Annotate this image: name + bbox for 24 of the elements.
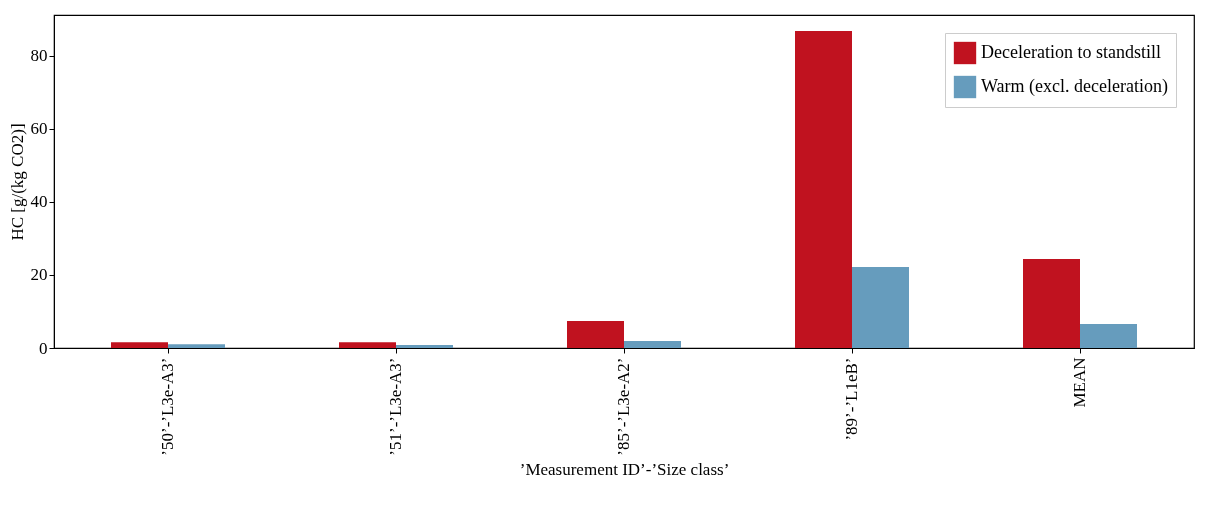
bar <box>567 320 624 348</box>
x-tick-label: ’89’-’L1eB’ <box>842 357 861 441</box>
x-tick-label: MEAN <box>1070 357 1089 408</box>
bar <box>111 342 168 348</box>
bar <box>624 341 681 348</box>
y-tick-label: 0 <box>39 338 48 358</box>
y-tick-label: 60 <box>30 119 48 139</box>
bar <box>168 344 225 348</box>
x-tick-label: ’50’-’L3e-A3’ <box>158 357 177 456</box>
bar <box>1023 258 1080 348</box>
y-tick-label: 40 <box>30 192 48 212</box>
x-axis-title: ’Measurement ID’-’Size class’ <box>519 459 730 479</box>
x-tick-label: ’85’-’L3e-A2’ <box>614 357 633 456</box>
bar <box>1080 323 1137 348</box>
legend-label: Warm (excl. deceleration) <box>981 76 1168 97</box>
x-tick-label: ’51’-’L3e-A3’ <box>386 357 405 456</box>
y-tick-label: 20 <box>30 265 48 285</box>
bar <box>339 342 396 348</box>
bar <box>852 266 909 348</box>
bar <box>795 31 852 348</box>
bar <box>396 345 453 348</box>
y-axis-title: HC [g/(kg CO2)] <box>7 123 27 241</box>
y-tick-label: 80 <box>30 46 48 66</box>
legend-label: Deceleration to standstill <box>981 42 1161 62</box>
